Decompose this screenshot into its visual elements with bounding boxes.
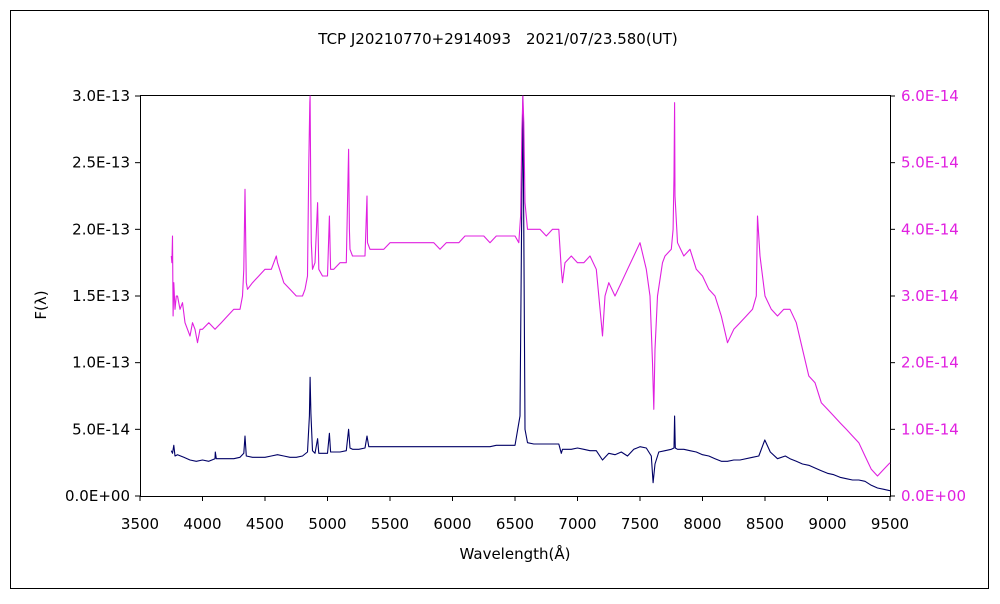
x-axis-label: Wavelength(Å) bbox=[460, 544, 571, 563]
x-tick-label: 9000 bbox=[808, 515, 846, 533]
y-tick-label: 0.0E+00 bbox=[65, 487, 130, 505]
y-tick-label: 2.0E-13 bbox=[72, 220, 130, 238]
x-tick-label: 7000 bbox=[558, 515, 596, 533]
x-tick-label: 4000 bbox=[183, 515, 221, 533]
y-axis-label: F(λ) bbox=[32, 290, 50, 319]
x-tick-label: 8500 bbox=[746, 515, 784, 533]
y2-tick-label: 3.0E-14 bbox=[901, 287, 959, 305]
y-tick-label: 1.5E-13 bbox=[72, 287, 130, 305]
spectrum-line-left-axis bbox=[170, 95, 891, 492]
x-tick-label: 9500 bbox=[871, 515, 909, 533]
y2-tick-label: 2.0E-14 bbox=[901, 354, 959, 372]
plot-area bbox=[140, 95, 891, 497]
y2-tick-label: 0.0E+00 bbox=[901, 487, 966, 505]
y-axis-right: 0.0E+00 1.0E-14 2.0E-14 3.0E-14 4.0E-14 5.0E-… bbox=[890, 87, 966, 505]
x-tick-label: 8000 bbox=[683, 515, 721, 533]
y-tick-label: 2.5E-13 bbox=[72, 154, 130, 172]
x-tick-label: 6000 bbox=[433, 515, 471, 533]
y-tick-label: 5.0E-14 bbox=[72, 420, 130, 438]
x-tick-label: 6500 bbox=[496, 515, 534, 533]
x-tick-label: 5500 bbox=[371, 515, 409, 533]
x-tick-label: 5000 bbox=[308, 515, 346, 533]
y2-tick-label: 4.0E-14 bbox=[901, 220, 959, 238]
y-tick-label: 1.0E-13 bbox=[72, 354, 130, 372]
x-tick-label: 4500 bbox=[246, 515, 284, 533]
x-tick-label: 7500 bbox=[621, 515, 659, 533]
y2-tick-label: 6.0E-14 bbox=[901, 87, 959, 105]
series-layer bbox=[170, 95, 891, 492]
y-axis-left: 0.0E+00 5.0E-14 1.0E-13 1.5E-13 2.0E-13 2.5E-… bbox=[65, 87, 140, 505]
y-tick-label: 3.0E-13 bbox=[72, 87, 130, 105]
x-tick-label: 3500 bbox=[121, 515, 159, 533]
chart-title: TCP J20210770+2914093 2021/07/23.580(UT) bbox=[317, 30, 677, 48]
y2-tick-label: 5.0E-14 bbox=[901, 154, 959, 172]
x-axis: 3500 4000 4500 5000 5500 6000 6500 7000 7500 8000… bbox=[121, 496, 909, 533]
y2-tick-label: 1.0E-14 bbox=[901, 420, 959, 438]
spectrum-line-right-axis bbox=[170, 95, 891, 477]
